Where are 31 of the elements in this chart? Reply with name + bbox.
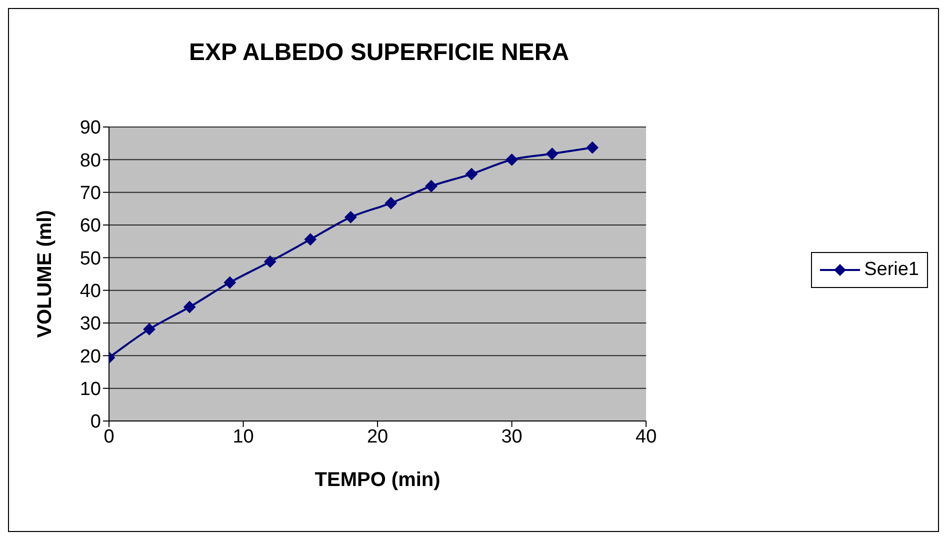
x-tick-label: 20 <box>366 426 388 448</box>
y-tick-label: 90 <box>80 118 101 139</box>
point <box>224 276 236 288</box>
y-tick-label: 40 <box>80 281 101 302</box>
point <box>506 154 518 166</box>
y-tick-label: 0 <box>90 412 101 433</box>
x-tick-label: 40 <box>636 426 657 448</box>
point <box>586 142 598 154</box>
point <box>384 197 397 210</box>
x-tick-label: 30 <box>501 426 522 448</box>
y-tick-label: 20 <box>80 346 101 368</box>
y-tick-label: 50 <box>80 248 101 270</box>
legend-label: Serie1 <box>864 259 919 281</box>
point <box>425 180 438 192</box>
point <box>344 211 357 224</box>
y-tick-label: 10 <box>80 379 101 400</box>
point <box>143 323 156 336</box>
y-tick-label: 30 <box>80 314 101 335</box>
y-axis-title: VOLUME (ml) <box>34 210 56 338</box>
y-tick-label: 80 <box>80 150 101 172</box>
point <box>546 148 558 160</box>
y-tick-label: 60 <box>80 216 101 237</box>
chart-title: EXP ALBEDO SUPERFICIE NERA <box>188 39 570 67</box>
y-tick-label: 70 <box>80 183 101 204</box>
point <box>466 168 478 180</box>
point <box>184 300 196 313</box>
x-tick-label: 10 <box>232 426 254 448</box>
point <box>304 233 316 246</box>
x-tick-label: 0 <box>104 426 114 448</box>
point <box>264 256 276 268</box>
x-axis-title: TEMPO (min) <box>314 469 440 491</box>
